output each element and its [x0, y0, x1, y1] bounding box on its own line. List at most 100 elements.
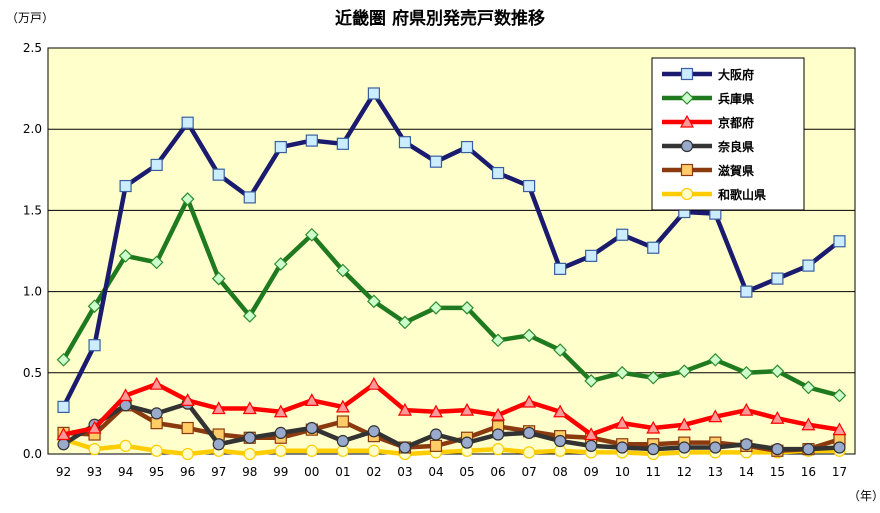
y-tick-label: 1.0 [23, 285, 42, 299]
data-point [554, 262, 567, 275]
data-point [180, 192, 195, 206]
data-point [584, 427, 599, 441]
data-point [243, 431, 256, 444]
data-point [647, 241, 660, 254]
data-point [460, 402, 475, 416]
data-point [709, 441, 722, 454]
x-tick-label: 17 [832, 465, 847, 479]
x-tick-label: 12 [677, 465, 692, 479]
data-point [522, 426, 536, 439]
x-tick-label: 95 [149, 465, 164, 479]
x-tick-label: 94 [118, 465, 133, 479]
data-point [584, 374, 599, 388]
data-point [119, 439, 132, 452]
legend-swatch-marker [680, 91, 694, 105]
data-point [615, 415, 630, 429]
chart-title: 近畿圏 府県別発売戸数推移 [335, 8, 545, 29]
data-point [211, 271, 226, 286]
data-point [274, 140, 287, 154]
data-point [336, 137, 349, 150]
data-point [708, 352, 723, 367]
legend-label: 京都府 [718, 115, 754, 130]
data-point [398, 441, 412, 454]
x-tick-label: 07 [521, 465, 536, 479]
legend-swatch-marker [679, 114, 695, 128]
data-point [397, 402, 412, 416]
legend-label: 大阪府 [718, 67, 754, 82]
x-tick-label: 97 [211, 465, 226, 479]
data-point [336, 415, 349, 428]
x-tick-label: 98 [242, 465, 257, 479]
data-point [149, 376, 164, 390]
legend-swatch-marker [680, 67, 694, 81]
series-line [63, 381, 840, 437]
data-point [87, 420, 102, 434]
data-point [212, 168, 225, 181]
data-point [491, 166, 505, 180]
series-line [61, 196, 841, 398]
data-point [802, 443, 815, 456]
data-point [833, 441, 846, 454]
data-point [802, 259, 815, 272]
data-point [554, 434, 567, 448]
y-tick-label: 2.0 [23, 122, 42, 136]
x-tick-label: 01 [335, 465, 350, 479]
data-point [56, 352, 71, 367]
data-point [118, 249, 133, 263]
x-tick-label: 11 [646, 465, 661, 479]
legend-swatch-marker [680, 139, 694, 153]
legend-entry: 滋賀県 [662, 163, 754, 178]
data-point [740, 438, 753, 451]
x-tick-label: 10 [615, 465, 630, 479]
data-point [522, 446, 536, 459]
data-point [616, 441, 629, 454]
data-point [87, 299, 102, 314]
data-point [832, 422, 847, 436]
x-axis-unit-label: （年） [848, 489, 880, 503]
data-point [212, 438, 225, 451]
x-tick-label: 05 [459, 465, 474, 479]
y-axis-unit-label: （万戸） [6, 11, 54, 25]
data-point [491, 333, 505, 348]
data-point [305, 444, 318, 457]
data-point [57, 438, 70, 451]
data-point [801, 417, 816, 431]
data-point [56, 427, 71, 441]
legend-entry: 兵庫県 [662, 91, 754, 106]
data-point [180, 393, 195, 407]
data-point [336, 263, 350, 278]
data-point [242, 309, 257, 323]
data-point [367, 87, 381, 100]
data-point [305, 134, 318, 147]
data-point [181, 447, 194, 461]
data-point [553, 343, 567, 357]
data-point [181, 421, 194, 435]
x-tick-label: 00 [304, 465, 319, 479]
data-point [491, 443, 505, 456]
data-point [677, 364, 692, 379]
y-tick-label: 1.5 [23, 203, 42, 217]
x-tick-label: 06 [490, 465, 505, 479]
data-point [429, 155, 443, 168]
data-point [522, 394, 537, 408]
data-point [304, 393, 319, 407]
data-point [243, 447, 256, 461]
data-point [243, 191, 256, 204]
data-point [150, 444, 163, 457]
data-point [273, 404, 288, 418]
x-tick-label: 99 [273, 465, 288, 479]
data-point [335, 399, 350, 413]
data-point [118, 388, 133, 402]
data-point [491, 428, 505, 441]
data-point [647, 443, 660, 456]
data-point [460, 140, 474, 154]
data-point [398, 315, 412, 330]
x-tick-label: 15 [770, 465, 785, 479]
data-point [460, 436, 474, 449]
series-2 [56, 192, 847, 403]
data-point [585, 439, 598, 452]
data-point [336, 434, 349, 448]
data-point [770, 364, 785, 379]
